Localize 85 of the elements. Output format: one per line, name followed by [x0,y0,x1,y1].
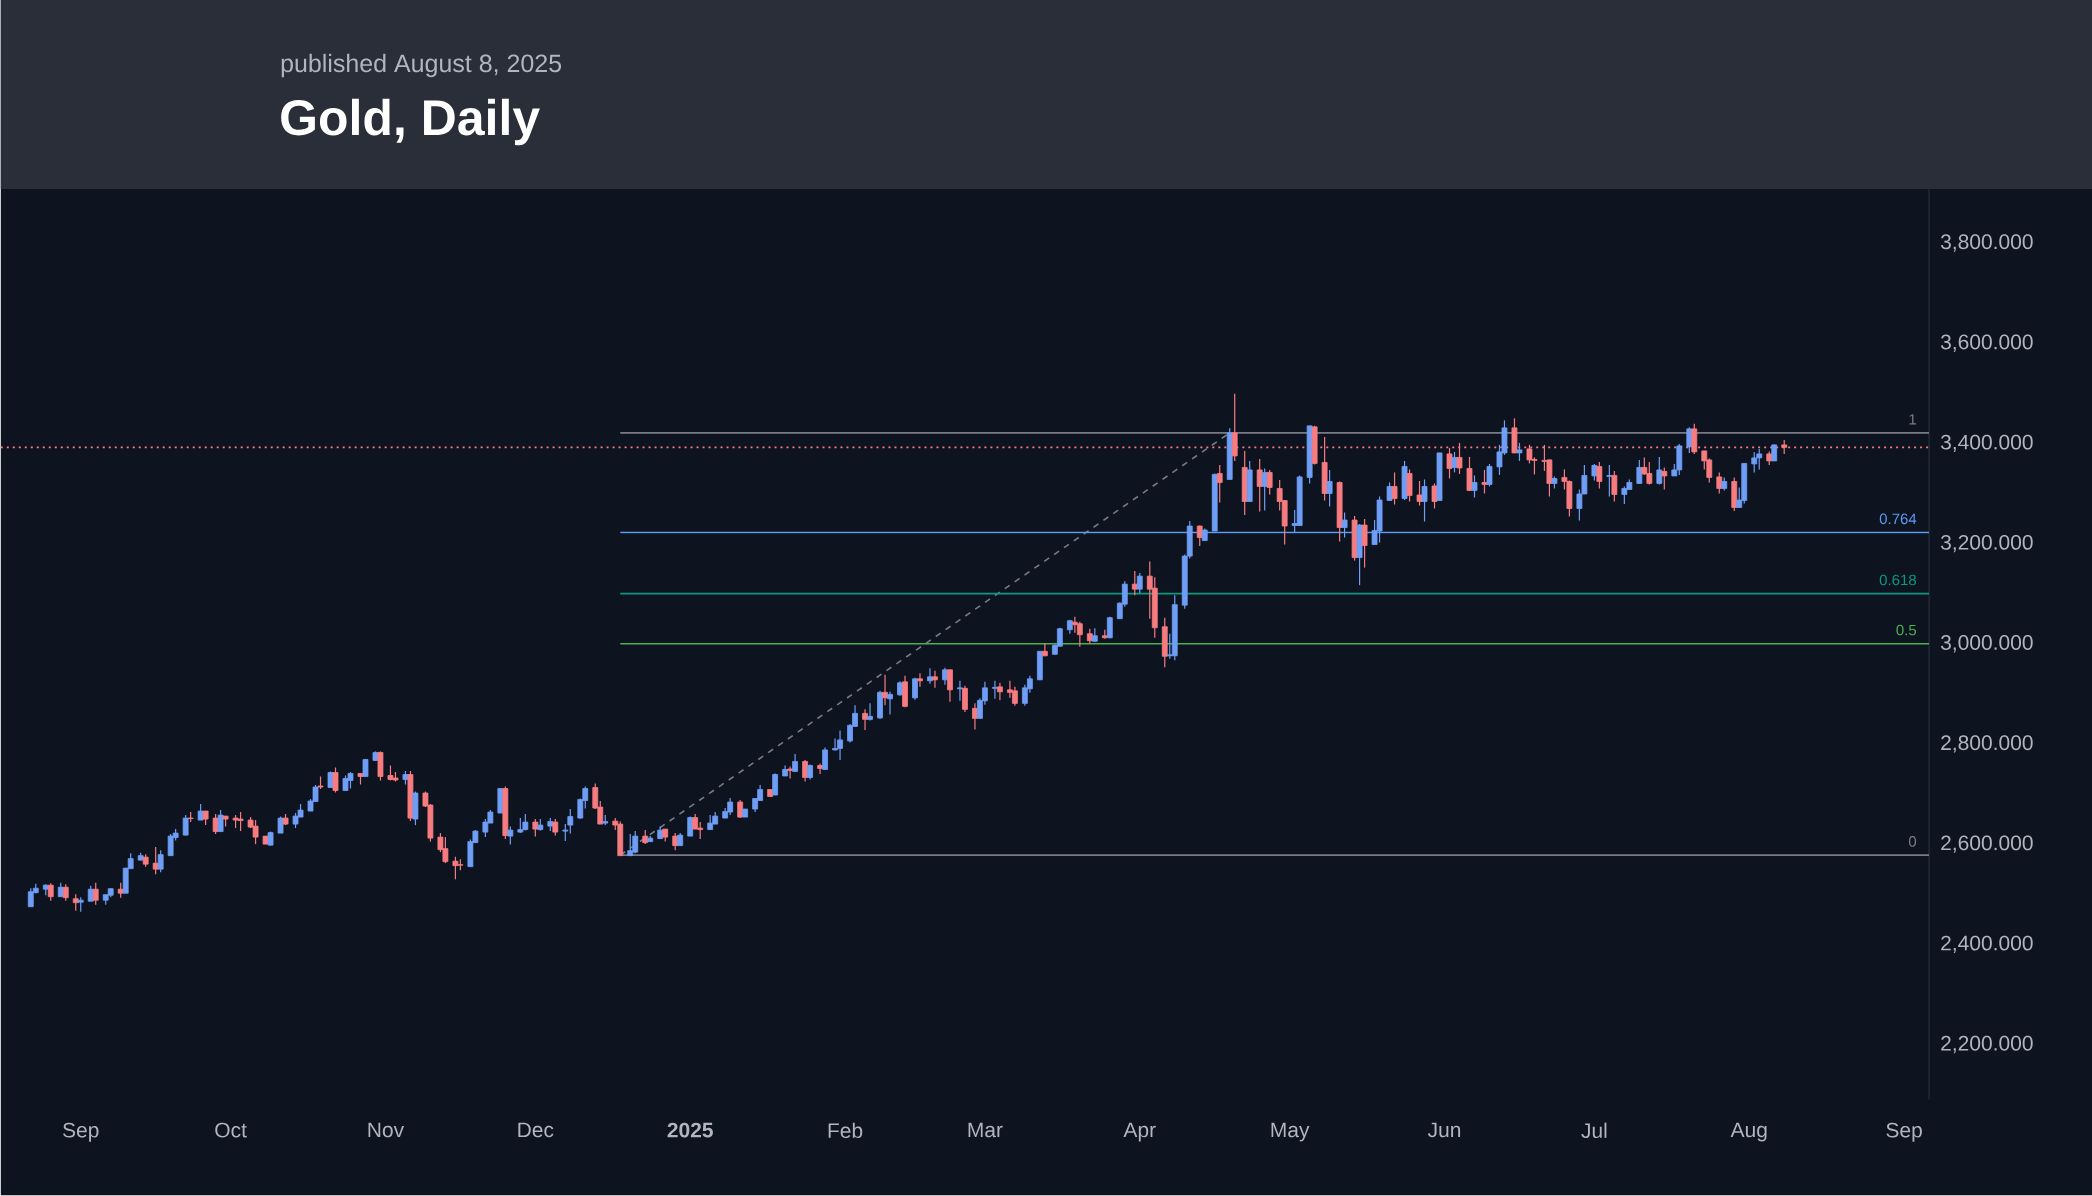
x-tick-label: Aug [1730,1122,1767,1142]
candlestick [992,680,998,700]
candlestick [332,767,339,794]
y-tick-label: 2,400.000 [1941,935,2033,954]
x-tick-label: Jul [1581,1122,1607,1139]
candlestick [1481,469,1488,495]
candlestick [802,759,808,783]
candlestick [887,691,893,716]
x-tick-label: Oct [215,1122,247,1138]
x-tick-label: Sep [1886,1122,1922,1142]
series-label: 0.618 [1879,574,1917,586]
series-label: 0 [1908,836,1917,847]
y-tick-label: 3,200.000 [1940,535,2033,553]
candlestick [1516,442,1523,462]
candlestick [1596,461,1603,490]
candlestick [1606,464,1613,498]
candlestick [787,766,793,780]
candlestick [962,685,968,713]
candlestick [1136,572,1143,594]
series-label: 0.5 [1896,624,1917,636]
series-label: 1 [1909,414,1916,425]
x-tick-label: Jun [1427,1122,1461,1138]
x-tick-label: Nov [368,1122,405,1138]
candlestick [1471,475,1478,499]
candlestick [1391,472,1398,506]
candlestick [1131,570,1138,596]
x-tick-label: Feb [828,1122,863,1139]
candlestick [957,680,963,702]
candlestick [1406,469,1413,503]
candlestick [822,747,828,771]
y-tick-label: 2,200.000 [1941,1036,2033,1054]
candlestick [997,682,1003,702]
candlestick [867,702,873,722]
candlestick [157,849,164,873]
candlestick [1341,512,1348,539]
candlestick [1656,456,1663,486]
candlestick [882,674,888,707]
x-tick-label: May [1271,1122,1310,1142]
candlestick [917,672,923,688]
candlestick [912,677,918,701]
candlestick [1216,464,1223,504]
y-tick-label: 3,600.000 [1940,334,2033,353]
candlestick [1231,393,1238,462]
candlestick [1326,469,1333,508]
candlestick [1266,469,1273,496]
candlestick [927,667,933,685]
y-tick-label: 2,600.000 [1941,835,2033,854]
candlestick [182,814,189,837]
candlestick [932,670,938,689]
chart-subtitle: published August 8, 2025 [281,54,562,78]
candlestick [152,846,159,875]
candlestick [1416,480,1423,507]
candlestick [947,669,953,703]
x-tick-label: Mar [968,1122,1003,1138]
x-tick-label: Dec [518,1122,554,1138]
candlestick [1431,483,1438,510]
candlestick [1256,458,1263,513]
candlestick [1386,482,1393,502]
candlestick [1446,447,1453,480]
y-tick-label: 3,800.000 [1940,234,2033,252]
candlestick [817,763,823,775]
candlestick [1361,518,1368,569]
x-tick-label: Sep [63,1122,99,1142]
candlestick [507,826,514,846]
candlestick [1661,467,1668,491]
candlestick [1686,426,1693,454]
candlestick [862,708,868,731]
candlestick [1196,525,1203,547]
chart-title: Gold, Daily [281,98,540,146]
candlestick [1041,642,1048,658]
candlestick [1421,479,1428,523]
candlestick [1466,456,1473,492]
candlestick [212,813,219,835]
candlestick [1486,463,1493,488]
y-tick-label: 2,800.000 [1941,735,2033,753]
candlestick [1076,621,1083,648]
y-tick-label: 3,000.000 [1940,635,2033,653]
y-tick-label: 3,400.000 [1940,434,2033,453]
x-tick-label: Apr [1123,1122,1156,1142]
series-label: 0.764 [1879,513,1917,525]
candlestick [1751,451,1758,474]
candlestick [1611,470,1618,503]
candlestick [627,833,634,857]
x-tick-label: 2025 [667,1122,713,1138]
candlestick [772,773,779,796]
